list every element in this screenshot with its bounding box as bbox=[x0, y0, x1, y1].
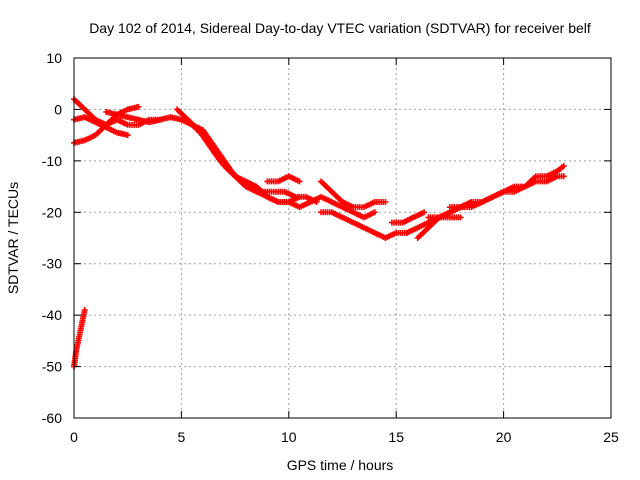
data-point bbox=[296, 178, 303, 185]
y-tick-label: -10 bbox=[42, 153, 62, 169]
x-tick-label: 15 bbox=[388, 429, 404, 445]
data-point bbox=[124, 132, 131, 139]
y-axis-label: SDTVAR / TECUs bbox=[5, 182, 21, 294]
y-tick-label: 10 bbox=[46, 50, 62, 66]
y-tick-label: 0 bbox=[54, 101, 62, 117]
y-tick-label: -20 bbox=[42, 204, 62, 220]
data-point bbox=[382, 199, 389, 205]
data-point bbox=[135, 103, 142, 110]
axis-ticks: 0 5 10 15 20 25 10 0 -10 -20 -30 -40 -50 -60 bbox=[42, 50, 619, 445]
chart-title: Day 102 of 2014, Sidereal Day-to-day VTE… bbox=[89, 20, 591, 36]
x-tick-label: 10 bbox=[281, 429, 297, 445]
data-point bbox=[560, 163, 567, 169]
x-tick-label: 25 bbox=[603, 429, 619, 445]
y-tick-label: -60 bbox=[42, 410, 62, 426]
data-points bbox=[71, 96, 567, 370]
x-tick-label: 5 bbox=[178, 429, 186, 445]
x-tick-label: 0 bbox=[70, 429, 78, 445]
data-point bbox=[371, 209, 378, 216]
data-point bbox=[457, 214, 464, 221]
data-point bbox=[421, 209, 428, 216]
y-tick-label: -30 bbox=[42, 256, 62, 272]
x-tick-label: 20 bbox=[496, 429, 512, 445]
y-tick-label: -50 bbox=[42, 359, 62, 375]
data-point bbox=[560, 173, 567, 180]
data-point bbox=[81, 307, 88, 313]
y-tick-label: -40 bbox=[42, 307, 62, 323]
plot-frame bbox=[73, 57, 612, 419]
x-axis-label: GPS time / hours bbox=[287, 457, 394, 473]
grid bbox=[74, 58, 611, 418]
